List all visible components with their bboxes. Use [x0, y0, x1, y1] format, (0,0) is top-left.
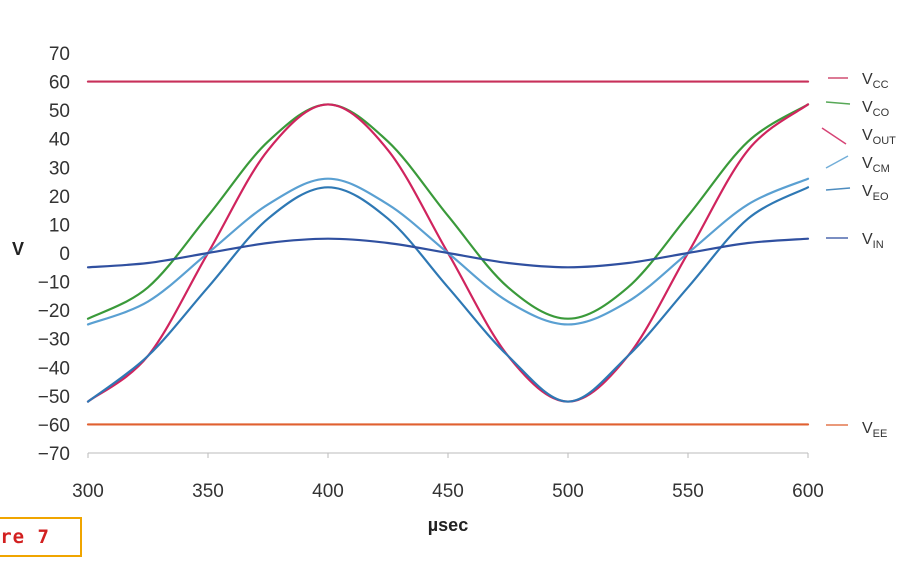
y-tick-label: −30	[38, 330, 70, 351]
series-line-veo	[86, 186, 810, 403]
legend-swatch	[825, 155, 849, 169]
x-tick-label: 400	[312, 481, 344, 502]
x-tick-label: 500	[552, 481, 584, 502]
legend-swatch	[825, 101, 851, 105]
y-tick-label: 10	[49, 215, 70, 236]
x-axis: 300 350 400 450 500 550 600	[72, 452, 824, 502]
x-tick-label: 350	[192, 481, 224, 502]
y-tick-label: −50	[38, 387, 70, 408]
x-tick-label: 450	[432, 481, 464, 502]
legend-label-vin: VIN	[862, 231, 884, 251]
y-tick-label: −20	[38, 301, 70, 322]
y-axis: 70 60 50 40 30 20 10 0 −10 −20 −30 −40 −50 −60 −70	[38, 44, 70, 465]
y-tick-label: −10	[38, 273, 70, 294]
y-tick-label: −70	[38, 444, 70, 465]
y-tick-label: 20	[49, 187, 70, 208]
series-line-vco	[86, 103, 810, 320]
y-tick-label: −40	[38, 358, 70, 379]
y-tick-label: 0	[59, 244, 70, 265]
series-line-vin	[86, 237, 810, 269]
y-tick-label: −60	[38, 415, 70, 436]
legend: VCC VCO VOUT VCM VEO VIN VEE	[821, 71, 896, 440]
legend-swatch	[821, 127, 847, 145]
legend-swatch	[825, 187, 851, 191]
y-tick-label: 70	[49, 44, 70, 65]
x-tick-label: 300	[72, 481, 104, 502]
legend-label-veo: VEO	[862, 183, 889, 203]
legend-label-vco: VCO	[862, 99, 890, 119]
legend-label-vout: VOUT	[862, 127, 896, 147]
figure-label: re 7	[0, 517, 82, 557]
legend-label-vcc: VCC	[862, 71, 889, 91]
series-layer	[86, 80, 810, 426]
y-axis-title: V	[12, 239, 24, 259]
x-tick-label: 550	[672, 481, 704, 502]
y-tick-label: 30	[49, 158, 70, 179]
y-tick-label: 50	[49, 101, 70, 122]
x-tick-label: 600	[792, 481, 824, 502]
y-tick-label: 40	[49, 130, 70, 151]
legend-label-vcm: VCM	[862, 155, 890, 175]
legend-label-vee: VEE	[862, 420, 887, 440]
x-axis-title: µsec	[428, 515, 468, 535]
y-tick-label: 60	[49, 73, 70, 94]
